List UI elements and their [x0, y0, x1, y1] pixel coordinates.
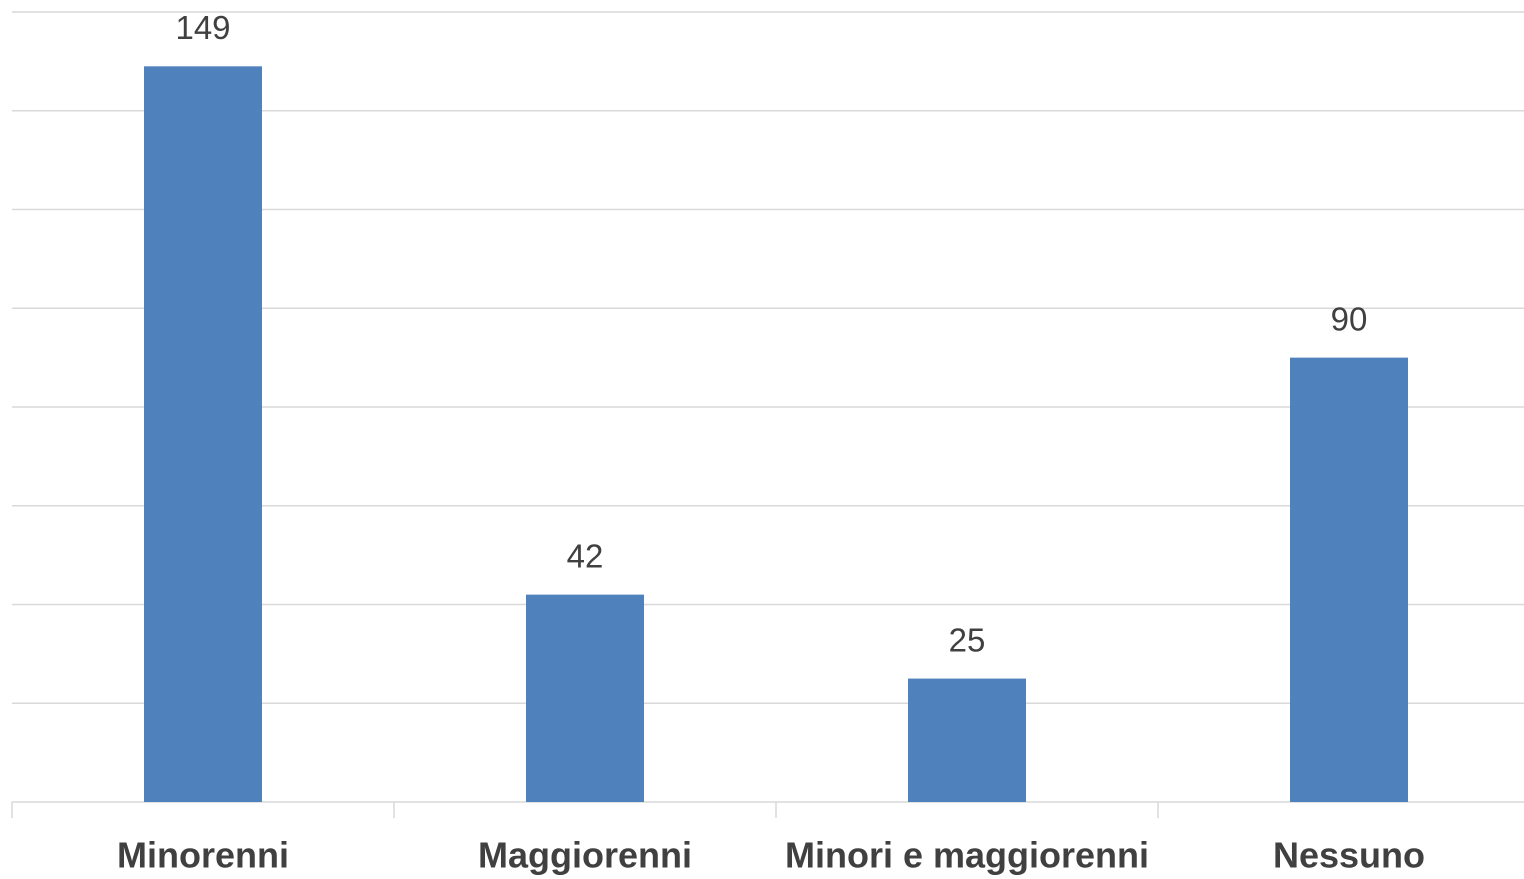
bar [144, 66, 262, 802]
value-label: 149 [175, 9, 230, 46]
x-tick-label: Nessuno [1273, 835, 1425, 876]
value-label: 90 [1331, 300, 1368, 337]
x-tick-label: Minorenni [117, 835, 289, 876]
bar [526, 594, 644, 802]
bar [1290, 357, 1408, 802]
value-label: 25 [949, 621, 986, 658]
value-label: 42 [567, 537, 604, 574]
x-tick-label: Maggiorenni [478, 835, 692, 876]
x-tick-label: Minori e maggiorenni [785, 835, 1149, 876]
bar [908, 678, 1026, 802]
